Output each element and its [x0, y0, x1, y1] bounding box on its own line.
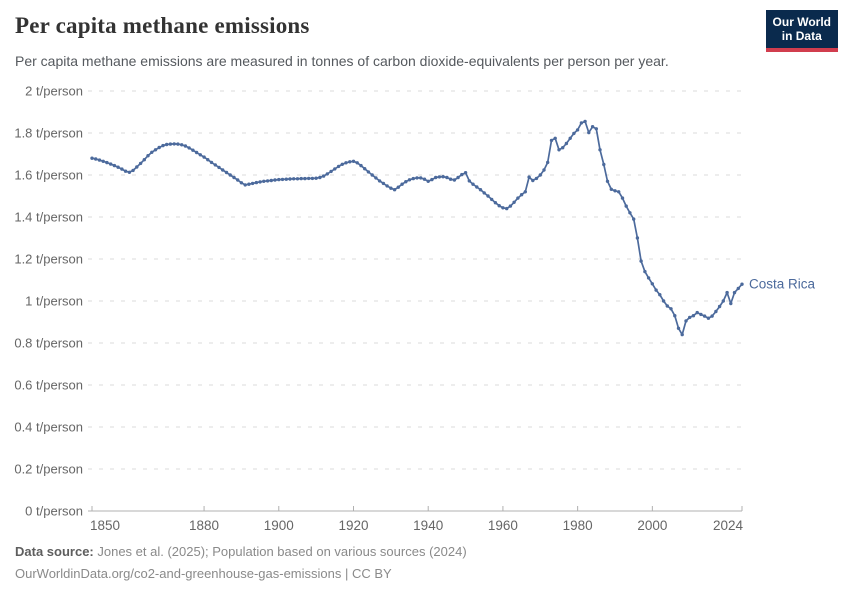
page-title: Per capita methane emissions [15, 13, 310, 38]
y-axis-tick-label: 1.2 t/person [14, 252, 83, 267]
entity-label[interactable]: Costa Rica [749, 277, 816, 292]
chart-line-points [90, 119, 744, 337]
y-axis-tick-label: 1.8 t/person [14, 126, 83, 141]
data-source-line: Data source: Jones et al. (2025); Popula… [15, 541, 467, 563]
data-source-label: Data source: [15, 544, 94, 559]
license-line[interactable]: OurWorldinData.org/co2-and-greenhouse-ga… [15, 566, 392, 581]
y-axis-tick-label: 0.2 t/person [14, 462, 83, 477]
x-axis-tick-label: 1920 [338, 518, 368, 533]
x-axis-tick-label: 1940 [413, 518, 443, 533]
x-axis-tick-label: 1900 [264, 518, 294, 533]
y-axis-tick-label: 0.6 t/person [14, 378, 83, 393]
x-axis-tick-label: 1850 [90, 518, 120, 533]
emissions-line-chart: 0 t/person 0.2 t/person 0.4 t/person 0.6 t/… [14, 84, 816, 534]
y-axis-tick-label: 2 t/person [25, 84, 83, 99]
x-axis-tick-label: 2000 [637, 518, 667, 533]
y-axis-tick-label: 1.6 t/person [14, 168, 83, 183]
y-axis-tick-label: 0.4 t/person [14, 420, 83, 435]
chart-subtitle: Per capita methane emissions are measure… [15, 53, 669, 69]
y-axis-tick-label: 1.4 t/person [14, 210, 83, 225]
owid-logo-line2: in Data [781, 29, 822, 44]
y-axis-tick-label: 0.8 t/person [14, 336, 83, 351]
chart-line [91, 120, 743, 336]
data-source-text: Jones et al. (2025); Population based on… [93, 544, 467, 559]
y-axis-tick-label: 1 t/person [25, 294, 83, 309]
owid-logo-line1: Our World [772, 15, 831, 29]
x-axis-tick-label: 1980 [563, 518, 593, 533]
x-axis-tick-label: 1880 [189, 518, 219, 533]
x-axis-tick-label: 1960 [488, 518, 518, 533]
chart-footer: Data source: Jones et al. (2025); Popula… [15, 541, 467, 585]
owid-logo[interactable]: Our World in Data [765, 10, 838, 52]
x-axis-tick-label: 2024 [713, 518, 744, 533]
y-axis-tick-label: 0 t/person [25, 504, 83, 519]
